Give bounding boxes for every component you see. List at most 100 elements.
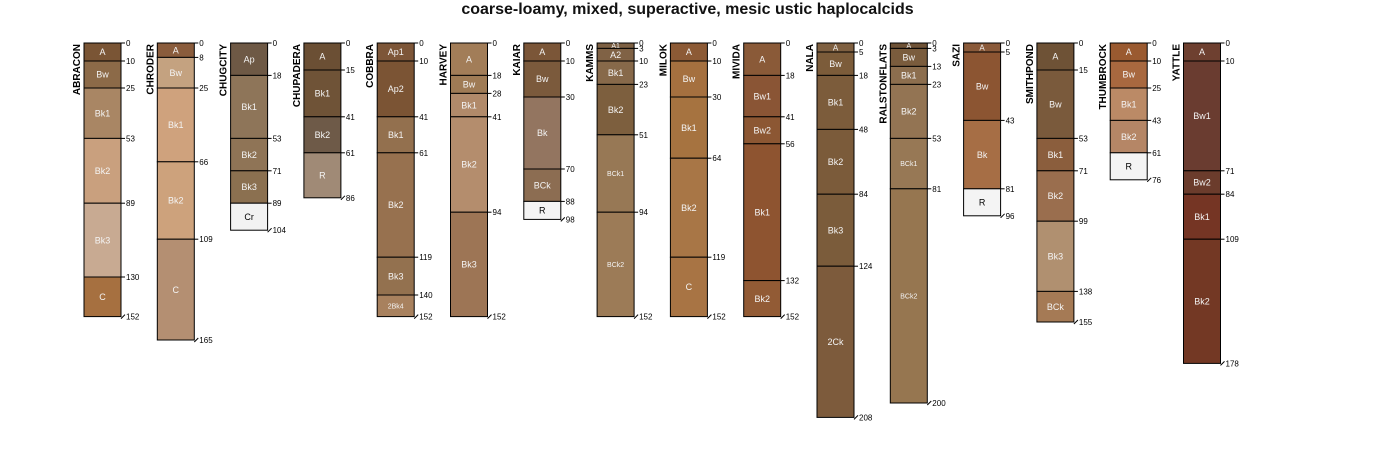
horizon-label: Bk3 (828, 225, 844, 235)
profile: CHUPADERA A Bk1 Bk2 R 0 15 41 61 86 (292, 39, 355, 203)
profile-name: KAIAR (512, 43, 523, 75)
horizon-label: Bk2 (1121, 132, 1137, 142)
horizon-label: BCk (534, 180, 552, 190)
horizon-label: Bk1 (754, 207, 770, 217)
depth-label: 152 (493, 313, 507, 322)
depth-tick (853, 415, 859, 420)
depth-label: 0 (932, 39, 937, 48)
horizon-label: Bw (463, 80, 476, 90)
horizon-label: Bk2 (241, 150, 257, 160)
horizon (1183, 238, 1221, 364)
depth-label: 18 (273, 71, 282, 80)
depth-label: 10 (566, 57, 575, 66)
horizon-label: BCk1 (900, 161, 917, 168)
horizon-label: A (686, 47, 692, 57)
depth-label: 0 (786, 39, 791, 48)
horizon-label: Bk1 (388, 130, 404, 140)
depth-label: 10 (419, 57, 428, 66)
horizon (1109, 60, 1148, 89)
horizon-label: 2Bk4 (388, 303, 404, 310)
depth-label: 200 (932, 399, 946, 408)
depth-label: 119 (419, 253, 432, 262)
profile-name: MILOK (658, 43, 669, 76)
horizon (303, 42, 342, 71)
profile-name: SMITHPOND (1025, 44, 1036, 104)
horizon (816, 74, 855, 130)
depth-tick (487, 314, 492, 319)
horizon-label: Bk (977, 150, 988, 160)
depth-label: 30 (712, 93, 721, 102)
horizon-label: Bw2 (1193, 178, 1211, 188)
profile: COBBRA Ap1 Ap2 Bk1 Bk2 Bk3 2Bk4 0 10 41 61 119 140 15… (365, 39, 433, 322)
depth-label: 89 (273, 199, 282, 208)
depth-label: 124 (859, 262, 873, 271)
horizon-label: Bw (829, 59, 842, 69)
profile: NALA A Bw Bk1 Bk2 Bk3 2Ck 05 18 48 84 124 208 (805, 39, 873, 422)
horizon-label: A (99, 47, 105, 57)
horizon (889, 83, 928, 139)
depth-label: 0 (493, 39, 498, 48)
horizon (1109, 87, 1148, 121)
horizon (230, 170, 269, 204)
horizon-label: Bk2 (461, 160, 477, 170)
depth-label: 152 (639, 313, 653, 322)
depth-tick (1073, 319, 1079, 325)
depth-label: 10 (639, 57, 648, 66)
depth-label: 152 (126, 313, 140, 322)
depth-label: 104 (273, 226, 287, 235)
profile-name: MIVIDA (732, 44, 743, 79)
depth-label: 15 (1079, 66, 1088, 75)
profile: KAIAR A Bw Bk BCk R 0 10 30 70 88 98 (512, 39, 575, 224)
horizon (743, 42, 782, 76)
depth-tick (780, 314, 786, 319)
horizon (83, 60, 122, 89)
horizon-label: R (979, 197, 986, 207)
depth-label: 71 (1226, 167, 1235, 176)
depth-label: 208 (859, 413, 873, 422)
profile: RALSTONFLATS A Bw Bk1 Bk2 BCk1 BCk2 03 13 23 53 81 2… (878, 39, 946, 408)
depth-label: 18 (493, 71, 502, 80)
horizon-label: Bk2 (95, 166, 111, 176)
horizon (1036, 69, 1075, 139)
horizon-label: Bk1 (241, 102, 257, 112)
horizon-label: Bw (1122, 70, 1135, 80)
horizon (523, 168, 562, 202)
depth-label: 119 (712, 253, 725, 262)
horizon-label: Bk3 (1048, 251, 1064, 261)
horizon (230, 202, 269, 231)
depth-label: 5 (859, 48, 864, 57)
depth-label: 43 (1006, 116, 1015, 125)
horizon (376, 116, 415, 154)
horizon-label: Bk1 (828, 98, 844, 108)
depth-tick (560, 217, 566, 222)
horizon-label: R (539, 206, 546, 216)
horizon (1036, 170, 1075, 222)
depth-label: 41 (346, 113, 355, 122)
depth-label: 25 (1152, 84, 1161, 93)
profile-name: SAZI (952, 44, 963, 67)
depth-label: 61 (1152, 149, 1161, 158)
depth-label: 81 (932, 185, 941, 194)
profile: HARVEY A Bw Bk1 Bk2 Bk3 0 18 28 41 94 152 (439, 39, 507, 322)
depth-label: 71 (273, 167, 282, 176)
depth-label: 0 (1079, 39, 1084, 48)
horizon (523, 60, 562, 98)
horizon-label: Bk2 (1194, 296, 1210, 306)
horizon-label: Bk2 (754, 294, 770, 304)
depth-label: 48 (859, 125, 868, 134)
horizon-label: Bk1 (901, 71, 917, 81)
horizon (1183, 193, 1221, 240)
depth-label: 28 (493, 89, 502, 98)
horizon (669, 96, 708, 159)
horizon-label: 2Ck (827, 337, 844, 347)
depth-label: 3 (639, 44, 644, 53)
depth-label: 43 (1152, 116, 1161, 125)
profile: MILOK A Bw Bk1 Bk2 C 0 10 30 64 119 152 (658, 39, 726, 322)
horizon (303, 116, 342, 154)
horizon-label: Bk1 (1121, 99, 1137, 109)
depth-label: 81 (1006, 185, 1015, 194)
depth-label: 15 (346, 66, 355, 75)
depth-label: 152 (786, 313, 800, 322)
horizon (963, 188, 1002, 217)
